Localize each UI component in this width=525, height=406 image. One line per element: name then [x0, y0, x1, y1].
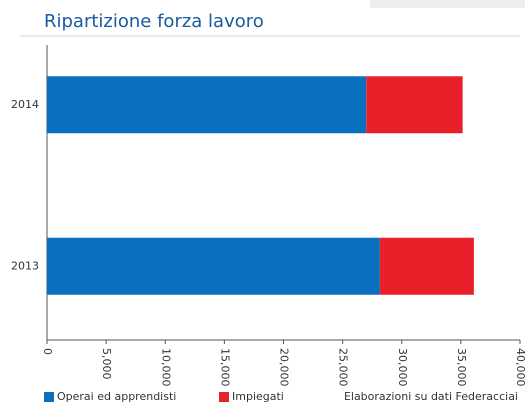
source-note: Elaborazioni su dati Federacciai — [344, 390, 518, 403]
x-tick-label: 10,000 — [159, 348, 172, 387]
legend-swatch — [44, 392, 54, 402]
legend-swatch — [219, 392, 229, 402]
legend-label: Operai ed apprendisti — [57, 390, 176, 403]
x-tick-label: 15,000 — [218, 348, 231, 387]
x-tick-label: 5,000 — [100, 348, 113, 380]
y-tick-label: 2013 — [11, 259, 39, 272]
header-band — [370, 0, 525, 8]
bar-segment — [366, 76, 463, 134]
bar-segment — [379, 237, 474, 295]
bar-segment — [47, 76, 367, 134]
x-tick-label: 0 — [41, 348, 54, 355]
x-tick-label: 25,000 — [337, 348, 350, 387]
legend-label: Impiegati — [232, 390, 284, 403]
y-tick-label: 2014 — [11, 98, 39, 111]
x-tick-label: 30,000 — [396, 348, 409, 387]
x-tick-label: 35,000 — [455, 348, 468, 387]
x-tick-label: 20,000 — [278, 348, 291, 387]
x-tick-label: 40,000 — [514, 348, 525, 387]
chart-title: Ripartizione forza lavoro — [44, 11, 264, 32]
bar-segment — [47, 237, 380, 295]
